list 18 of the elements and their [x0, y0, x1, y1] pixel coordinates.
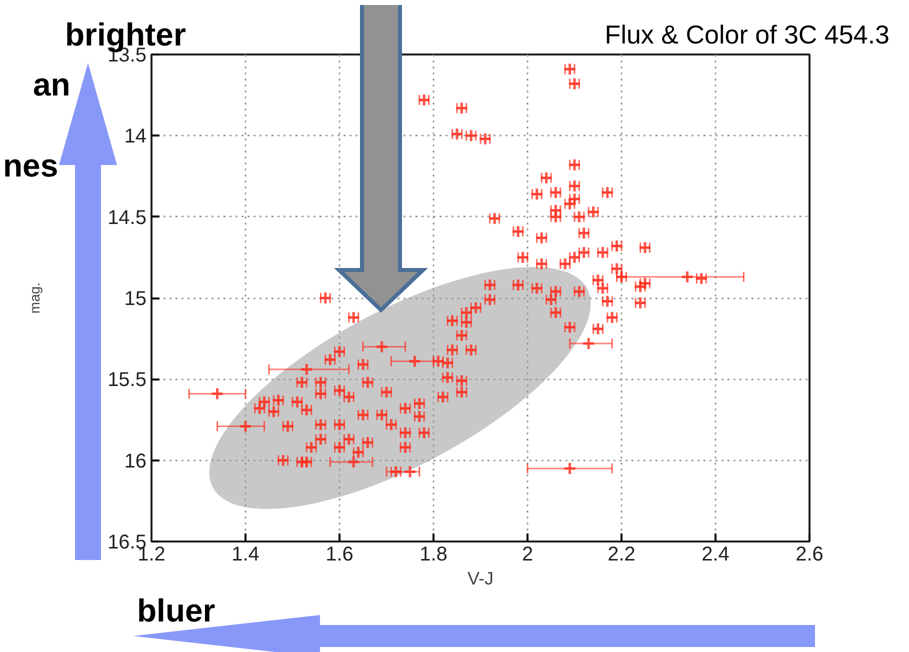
x-tick-label: 1.4: [232, 544, 260, 566]
x-tick-label: 2.2: [608, 544, 636, 566]
x-axis-title: V-J: [467, 568, 494, 588]
y-tick-label: 14.5: [108, 206, 147, 229]
y-tick-label: 16: [124, 450, 147, 472]
y-tick-label: 15: [124, 288, 147, 310]
y-tick-label: 14: [124, 126, 147, 148]
x-tick-label: 1.6: [326, 544, 354, 566]
y-tick-label: 15.5: [108, 369, 147, 392]
text: bluer: [137, 592, 216, 628]
x-tick-label: 1.8: [420, 544, 448, 566]
x-tick-label: 2: [522, 544, 534, 566]
chart-title: Flux & Color of 3C 454.3: [604, 20, 890, 50]
x-tick-label: 2.6: [796, 544, 824, 566]
x-tick-label: 2.4: [702, 544, 730, 566]
text: nes: [3, 147, 58, 184]
y-axis-title: mag.: [26, 282, 43, 314]
text: an: [33, 66, 70, 102]
